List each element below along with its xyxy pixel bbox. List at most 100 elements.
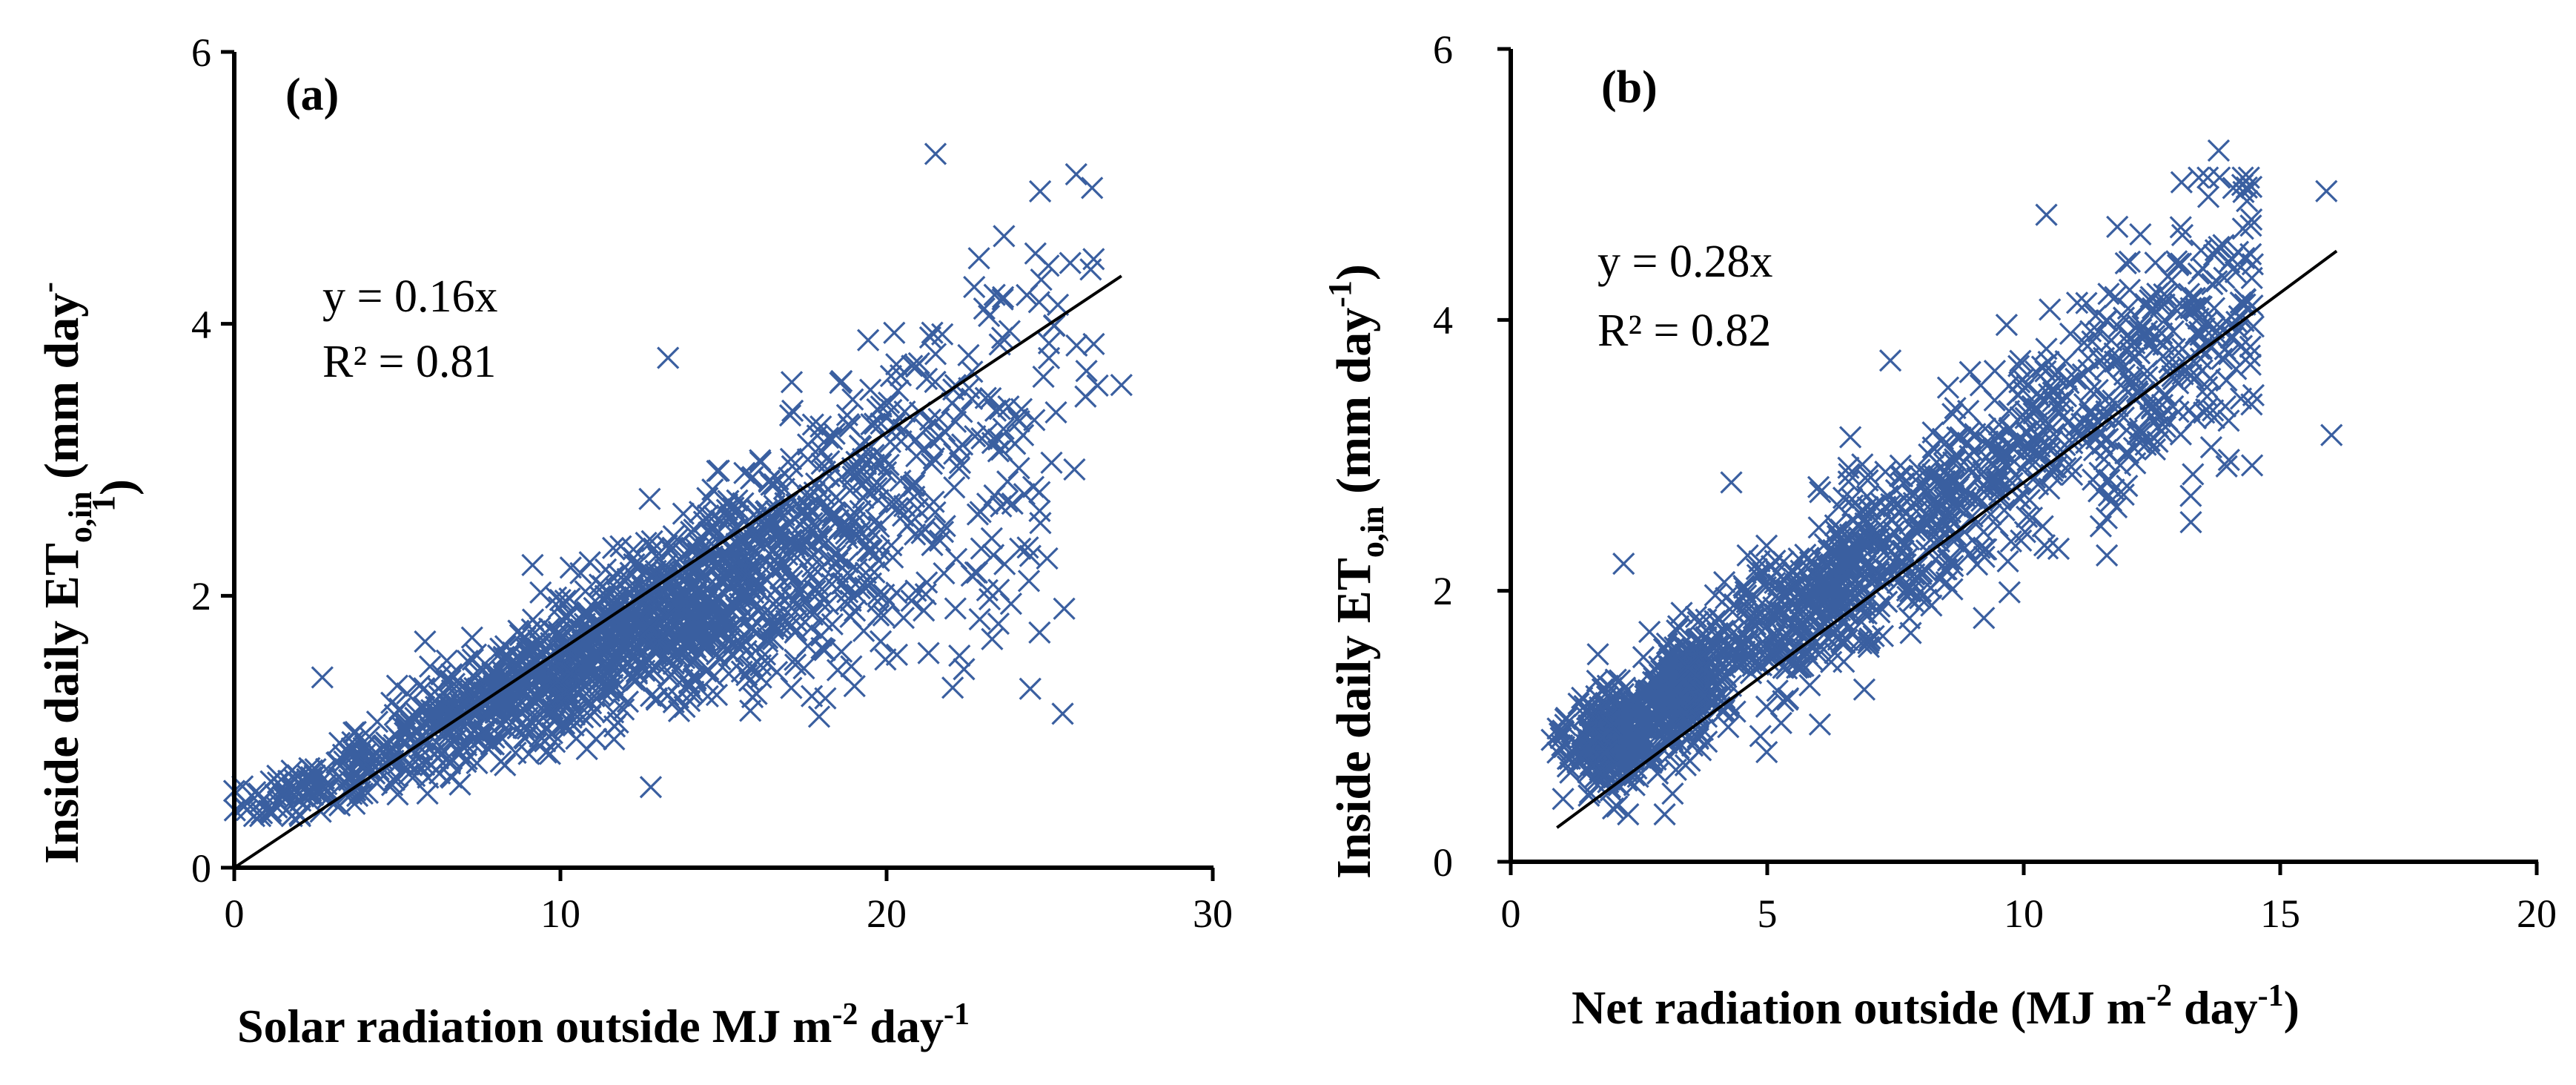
data-point-a-1638 [774,498,797,521]
data-point-a-1031 [902,474,926,497]
data-point-b-1149 [1882,495,1906,518]
data-point-b-1502 [2152,333,2175,356]
data-point-a-123 [841,388,864,411]
data-point-b-1347 [1964,512,1987,535]
data-point-a-1406 [705,588,728,611]
y-tick-label-a-3: 6 [191,30,211,75]
data-point-a-354 [1028,179,1052,203]
data-point-a-1479 [414,630,437,653]
data-point-b-1198 [2241,253,2265,276]
data-point-a-1651 [1081,177,1104,199]
data-point-b-1626 [1638,731,1661,754]
data-point-a-343 [947,457,970,480]
data-point-b-294 [1638,620,1661,644]
data-point-b-1273 [2103,342,2126,365]
data-point-b-1398 [2106,215,2129,239]
data-point-a-748 [944,597,967,620]
data-point-a-904 [1027,291,1050,314]
data-point-b-1584 [1641,688,1665,711]
data-point-b-483 [2238,344,2261,367]
data-point-a-1436 [692,583,715,607]
data-point-b-1605 [2182,463,2205,486]
data-point-b-1515 [1830,518,1852,541]
data-point-a-1628 [736,562,759,586]
data-point-b-1441 [1931,427,1955,451]
data-point-a-1654 [1022,475,1045,498]
data-point-b-539 [2188,166,2211,189]
data-point-a-1063 [466,751,489,775]
data-point-b-1330 [2106,395,2129,418]
data-point-b-1399 [2059,322,2082,346]
x-tick-label-b-1: 5 [1758,891,1778,936]
data-point-a-758 [967,247,990,270]
data-point-b-1657 [1653,802,1676,826]
data-point-b-777 [2096,544,2119,567]
data-point-a-273 [869,630,893,653]
x-tick-label-b-2: 10 [2004,891,2044,936]
data-point-a-1608 [817,426,840,449]
data-point-b-1597 [1614,745,1638,768]
data-point-b-1280 [1933,469,1956,492]
data-point-a-881 [883,321,906,344]
data-point-b-1180 [1925,451,1948,474]
data-point-b-1238 [1797,547,1820,570]
data-point-a-1227 [385,674,408,697]
data-point-a-1229 [420,699,443,722]
data-point-a-898 [739,699,762,722]
data-point-a-1548 [597,660,620,683]
data-point-a-1084 [924,501,947,524]
data-point-a-62 [538,742,561,765]
data-point-a-1545 [633,659,656,682]
data-point-b-1653 [1878,349,1902,372]
data-point-a-1366 [641,657,664,680]
data-point-b-1499 [2128,342,2151,365]
data-point-b-455 [2179,484,2202,507]
data-point-b-1093 [2071,363,2094,386]
data-point-a-1613 [490,672,513,695]
data-point-b-1442 [2144,337,2167,360]
data-point-a-1205 [974,386,997,409]
data-point-b-1314 [2239,353,2262,376]
data-point-a-703 [920,452,944,475]
data-point-b-842 [2167,400,2190,423]
data-point-a-1596 [788,596,811,619]
data-point-b-969 [1915,588,1938,611]
data-point-a-1314 [870,395,893,418]
data-point-b-1472 [2204,239,2228,262]
data-point-b-955 [1838,463,1861,486]
data-point-a-976 [779,447,803,470]
data-point-a-1352 [626,553,649,576]
data-point-a-81 [798,562,822,586]
data-point-b-145 [2179,511,2202,534]
data-point-a-1521 [924,370,947,394]
data-point-a-1191 [456,650,479,673]
data-point-a-743 [631,576,654,598]
data-point-a-571 [826,551,849,574]
data-point-a-1126 [529,581,552,604]
data-point-a-647 [830,640,853,663]
data-point-b-1635 [1596,739,1619,762]
data-point-a-1049 [807,705,831,728]
data-point-a-1634 [758,470,781,493]
data-point-a-1378 [860,413,883,436]
data-point-b-285 [1808,713,1832,736]
x-tick-label-b-4: 20 [2517,891,2557,936]
data-point-b-1265 [1886,571,1909,594]
data-point-a-711 [863,561,886,584]
data-point-b-1475 [1801,649,1824,672]
data-point-a-816 [778,403,802,427]
data-point-b-991 [2106,350,2130,373]
data-point-b-1437 [1604,668,1627,691]
data-point-b-1598 [2162,320,2185,343]
data-point-b-1634 [1669,666,1693,690]
data-point-a-1625 [583,596,606,619]
data-point-a-1198 [1063,458,1086,481]
data-point-b-1512 [2231,293,2254,317]
y-axis-label-a-wrap: 1) [85,479,145,512]
data-point-b-1522 [1998,581,2021,604]
data-point-a-304 [933,515,956,538]
data-point-b-1566 [1933,432,1956,456]
data-point-a-1298 [578,551,601,574]
data-point-a-1610 [780,676,803,699]
data-point-a-1220 [683,664,706,687]
